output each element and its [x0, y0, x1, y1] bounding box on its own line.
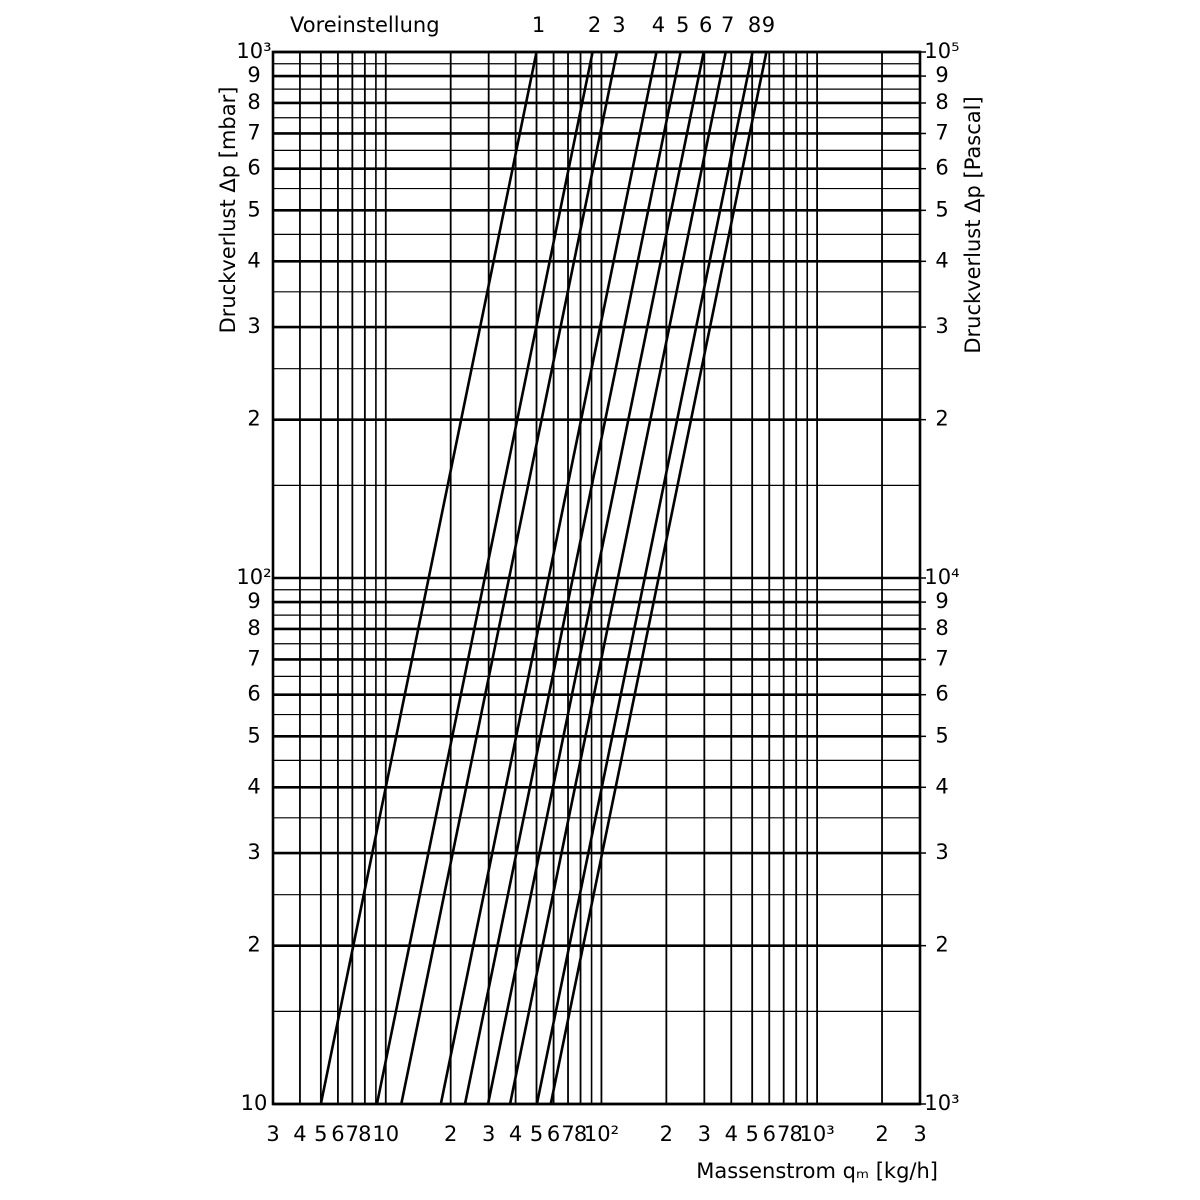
y-tick-label: 2	[247, 933, 260, 957]
y-tick-label: 10	[241, 1091, 268, 1115]
y-axis-title: Druckverlust Δp [mbar]	[216, 87, 240, 334]
y-tick-label: 9	[247, 63, 260, 87]
x-tick-label: 4	[293, 1122, 306, 1146]
x-tick-label: 5	[314, 1122, 327, 1146]
y2-tick-label: 6	[935, 682, 948, 706]
y2-tick-label: 4	[935, 774, 948, 798]
y2-tick-label: 5	[935, 197, 948, 221]
x-tick-label: 3	[482, 1122, 495, 1146]
y-tick-label: 6	[247, 682, 260, 706]
y2-tick-label: 8	[935, 90, 948, 114]
y2-tick-label: 5	[935, 723, 948, 747]
y2-tick-label: 7	[935, 120, 948, 144]
x-tick-label: 6	[331, 1122, 344, 1146]
y2-axis-title: Druckverlust Δp [Pascal]	[961, 96, 985, 353]
y-tick-label: 7	[247, 646, 260, 670]
series-line	[535, 51, 754, 1105]
y-tick-label: 2	[247, 407, 260, 431]
legend-label: 2	[588, 13, 601, 37]
x-tick-label: 7	[561, 1122, 574, 1146]
y-tick-label: 4	[247, 774, 260, 798]
y2-tick-label: 10⁵	[924, 39, 959, 63]
y-tick-label: 8	[247, 616, 260, 640]
x-tick-label: 8	[790, 1122, 803, 1146]
legend-label: 3	[612, 13, 625, 37]
series-line	[319, 51, 538, 1105]
series-line	[399, 51, 619, 1105]
series-line	[463, 51, 682, 1105]
x-tick-label: 8	[574, 1122, 587, 1146]
x-tick-label: 5	[745, 1122, 758, 1146]
y2-tick-label: 7	[935, 646, 948, 670]
legend-label: 4	[652, 13, 665, 37]
legend-label: 1	[532, 13, 545, 37]
x-tick-label: 3	[698, 1122, 711, 1146]
legend-label: 7	[721, 13, 734, 37]
y-tick-label: 3	[247, 840, 260, 864]
y2-tick-label: 2	[935, 933, 948, 957]
x-tick-label: 2	[875, 1122, 888, 1146]
y-tick-label: 9	[247, 589, 260, 613]
series-line	[439, 51, 658, 1105]
series-line	[508, 51, 728, 1105]
y-tick-label: 10³	[236, 39, 271, 63]
series-line	[375, 51, 594, 1105]
series-line	[549, 51, 768, 1105]
y2-tick-label: 9	[935, 63, 948, 87]
y2-tick-label: 8	[935, 616, 948, 640]
x-tick-label: 6	[763, 1122, 776, 1146]
x-axis-title: Massenstrom qₘ [kg/h]	[696, 1159, 938, 1183]
y-tick-label: 5	[247, 723, 260, 747]
y-tick-label: 8	[247, 90, 260, 114]
x-tick-label: 10	[372, 1122, 399, 1146]
x-tick-label: 2	[660, 1122, 673, 1146]
y2-tick-label: 9	[935, 589, 948, 613]
x-tick-label: 4	[725, 1122, 738, 1146]
y2-tick-label: 10³	[924, 1091, 959, 1115]
x-tick-label: 10³	[800, 1122, 835, 1146]
legend-label: 8	[748, 13, 761, 37]
x-tick-label: 8	[358, 1122, 371, 1146]
y-tick-label: 4	[247, 248, 260, 272]
y2-tick-label: 2	[935, 407, 948, 431]
legend-label: 6	[699, 13, 712, 37]
x-tick-label: 5	[530, 1122, 543, 1146]
y-tick-label: 3	[247, 314, 260, 338]
y-tick-label: 10²	[236, 565, 271, 589]
legend-title: Voreinstellung	[290, 13, 440, 37]
series-line	[486, 51, 705, 1105]
y2-tick-label: 3	[935, 840, 948, 864]
x-tick-label: 7	[777, 1122, 790, 1146]
x-tick-label: 6	[547, 1122, 560, 1146]
legend-label: 9	[762, 13, 775, 37]
y2-tick-label: 4	[935, 248, 948, 272]
x-tick-label: 4	[509, 1122, 522, 1146]
y-tick-label: 5	[247, 197, 260, 221]
y2-tick-label: 3	[935, 314, 948, 338]
y-tick-label: 6	[247, 156, 260, 180]
x-tick-label: 2	[444, 1122, 457, 1146]
x-tick-label: 3	[913, 1122, 926, 1146]
y2-tick-label: 6	[935, 156, 948, 180]
x-tick-label: 10²	[584, 1122, 619, 1146]
y-tick-label: 7	[247, 120, 260, 144]
plot-frame	[271, 50, 922, 1106]
y2-tick-label: 10⁴	[924, 565, 959, 589]
x-tick-label: 3	[266, 1122, 279, 1146]
x-tick-label: 7	[346, 1122, 359, 1146]
legend-label: 5	[676, 13, 689, 37]
